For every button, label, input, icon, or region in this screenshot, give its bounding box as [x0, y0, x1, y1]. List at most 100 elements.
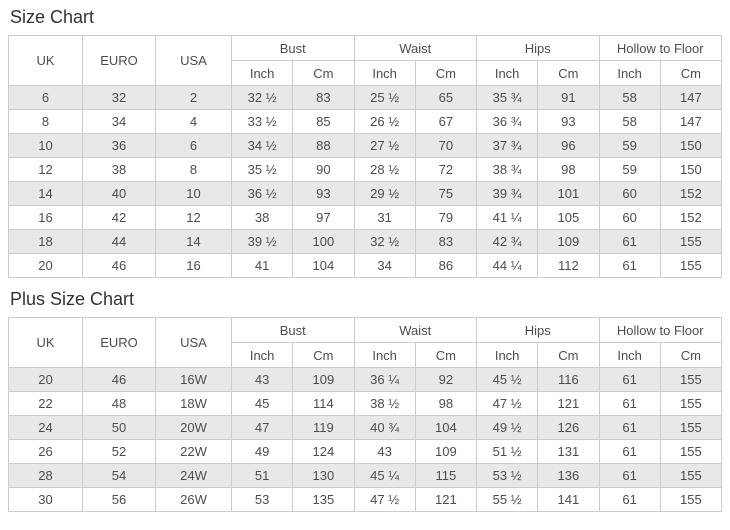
table-cell: 48 [82, 391, 156, 416]
table-cell: 49 [230, 439, 294, 464]
table-cell: 25 ½ [353, 85, 416, 110]
table-cell: 10 [155, 181, 232, 206]
table-cell: 60 [598, 181, 661, 206]
unit-header-cm: Cm [659, 60, 723, 86]
table-cell: 24 [8, 415, 83, 440]
table-cell: 90 [292, 157, 355, 182]
unit-header-inch: Inch [353, 60, 416, 86]
table-cell: 50 [82, 415, 156, 440]
table-cell: 32 [82, 85, 156, 110]
table-cell: 46 [82, 253, 156, 278]
column-header-euro: EURO [82, 35, 156, 86]
table-cell: 8 [8, 109, 83, 134]
unit-header-cm: Cm [537, 342, 600, 368]
table-cell: 61 [598, 391, 661, 416]
table-cell: 58 [598, 109, 661, 134]
header-row-units: Inch Cm Inch Cm Inch Cm Inch Cm [9, 60, 723, 86]
unit-header-cm: Cm [537, 60, 600, 86]
table-cell: 79 [414, 205, 478, 230]
table-row: 8 34 4 33 ½ 85 26 ½ 67 36 ¾ 93 58 147 [8, 109, 723, 134]
table-cell: 152 [659, 205, 723, 230]
table-cell: 30 [8, 487, 83, 512]
table-cell: 75 [414, 181, 478, 206]
table-cell: 96 [537, 133, 600, 158]
table-cell: 32 ½ [353, 229, 416, 254]
table-cell: 20W [155, 415, 232, 440]
table-cell: 121 [414, 487, 478, 512]
table-cell: 46 [82, 367, 156, 392]
table-cell: 83 [292, 85, 355, 110]
table-cell: 16 [155, 253, 232, 278]
table-cell: 61 [598, 253, 661, 278]
table-cell: 105 [537, 205, 600, 230]
table-cell: 29 ½ [353, 181, 416, 206]
unit-header-inch: Inch [475, 342, 539, 368]
table-cell: 39 ½ [230, 229, 294, 254]
column-header-hollow-to-floor: Hollow to Floor [598, 35, 722, 61]
table-cell: 58 [598, 85, 661, 110]
table-cell: 55 ½ [475, 487, 539, 512]
table-cell: 92 [414, 367, 478, 392]
table-cell: 38 [82, 157, 156, 182]
table-cell: 98 [537, 157, 600, 182]
table-cell: 93 [537, 109, 600, 134]
table-cell: 39 ¾ [475, 181, 539, 206]
table-row: 20 46 16 41 104 34 86 44 ¼ 112 61 155 [8, 253, 723, 278]
table-cell: 49 ½ [475, 415, 539, 440]
table-cell: 147 [659, 109, 723, 134]
table-cell: 141 [537, 487, 600, 512]
table-cell: 54 [82, 463, 156, 488]
table-cell: 8 [155, 157, 232, 182]
table-cell: 67 [414, 109, 478, 134]
table-cell: 43 [230, 367, 294, 392]
table-row: 16 42 12 38 97 31 79 41 ¼ 105 60 152 [8, 205, 723, 230]
table-cell: 56 [82, 487, 156, 512]
table-cell: 98 [414, 391, 478, 416]
unit-header-cm: Cm [414, 60, 478, 86]
size-chart-page: Size Chart UK EURO USA Bust Waist Hips Hollow … [8, 7, 723, 512]
table-cell: 36 ¼ [353, 367, 416, 392]
table-cell: 10 [8, 133, 83, 158]
unit-header-cm: Cm [292, 60, 355, 86]
table-cell: 61 [598, 439, 661, 464]
unit-header-cm: Cm [292, 342, 355, 368]
table-cell: 155 [659, 463, 723, 488]
header-row-units: Inch Cm Inch Cm Inch Cm Inch Cm [9, 342, 723, 368]
table-cell: 115 [414, 463, 478, 488]
table-cell: 109 [537, 229, 600, 254]
table-cell: 36 [82, 133, 156, 158]
table-row: 26 52 22W 49 124 43 109 51 ½ 131 61 155 [8, 439, 723, 464]
table-cell: 40 ¾ [353, 415, 416, 440]
table-cell: 4 [155, 109, 232, 134]
table-cell: 155 [659, 487, 723, 512]
size-chart-table: UK EURO USA Bust Waist Hips Hollow to Floor Inc… [8, 35, 723, 278]
table-cell: 38 ¾ [475, 157, 539, 182]
table-cell: 155 [659, 439, 723, 464]
table-cell: 85 [292, 109, 355, 134]
table-cell: 101 [537, 181, 600, 206]
table-cell: 26 [8, 439, 83, 464]
table-cell: 33 ½ [230, 109, 294, 134]
table-cell: 60 [598, 205, 661, 230]
table-cell: 34 ½ [230, 133, 294, 158]
table-cell: 45 [230, 391, 294, 416]
table-cell: 36 ½ [230, 181, 294, 206]
table-cell: 88 [292, 133, 355, 158]
table-cell: 104 [292, 253, 355, 278]
table-cell: 52 [82, 439, 156, 464]
table-cell: 47 [230, 415, 294, 440]
table-cell: 36 ¾ [475, 109, 539, 134]
table-cell: 42 ¾ [475, 229, 539, 254]
table-cell: 18 [8, 229, 83, 254]
table-cell: 114 [292, 391, 355, 416]
table-cell: 70 [414, 133, 478, 158]
table-cell: 91 [537, 85, 600, 110]
table-cell: 65 [414, 85, 478, 110]
unit-header-cm: Cm [414, 342, 478, 368]
unit-header-inch: Inch [230, 60, 294, 86]
table-row: 24 50 20W 47 119 40 ¾ 104 49 ½ 126 61 155 [8, 415, 723, 440]
column-header-waist: Waist [353, 35, 477, 61]
table-cell: 116 [537, 367, 600, 392]
table-cell: 32 ½ [230, 85, 294, 110]
table-cell: 45 ¼ [353, 463, 416, 488]
